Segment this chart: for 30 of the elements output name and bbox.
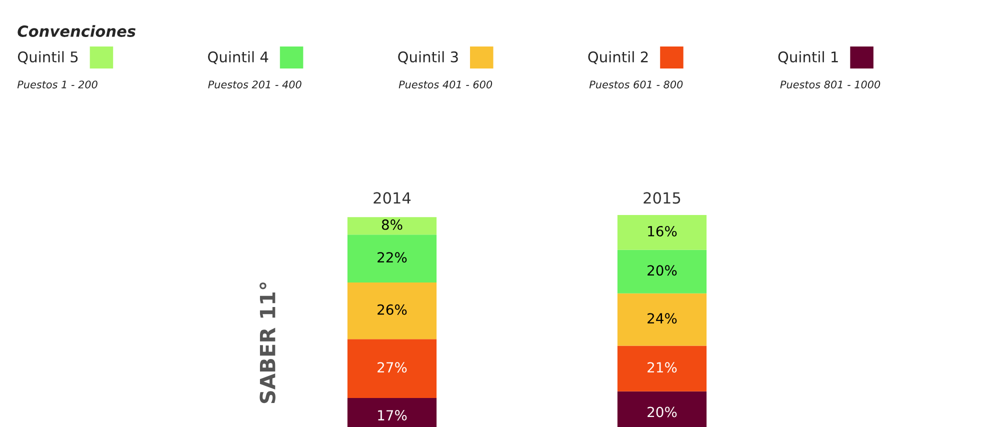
bar <box>347 217 437 235</box>
bar <box>347 234 437 283</box>
text: Puestos 201 - 400 <box>208 80 302 88</box>
data-label: 22% <box>378 252 407 263</box>
data-label: 26% <box>378 304 407 315</box>
legend-title: Convenciones <box>18 25 136 37</box>
data-label: 17% <box>378 410 407 421</box>
data-label: 21% <box>648 362 677 373</box>
legend-label: Quintil 4 <box>208 51 268 64</box>
data-label: 20% <box>648 265 677 276</box>
y-axis-title: SABER 11° <box>260 282 276 404</box>
x-tick-label: 2014 <box>374 192 411 204</box>
data-label: 24% <box>648 313 677 324</box>
bar <box>617 250 707 294</box>
legend-label: Quintil 2 <box>588 51 648 64</box>
legend-label: Quintil 1 <box>778 51 838 64</box>
legend-label: Quintil 5 <box>18 51 78 64</box>
legend-label: Quintil 3 <box>398 51 458 64</box>
data-label: 8% <box>382 219 402 230</box>
bar <box>617 293 707 346</box>
data-label: 27% <box>378 362 407 373</box>
text: Puestos 1 - 200 <box>17 80 98 88</box>
x-tick-label: 2015 <box>644 192 680 204</box>
text: Puestos 801 - 1000 <box>780 80 880 88</box>
data-label: 20% <box>648 406 677 418</box>
bar <box>347 282 437 340</box>
text: Puestos 401 - 600 <box>398 80 492 88</box>
data-label: 16% <box>648 226 677 236</box>
text: Puestos 601 - 800 <box>589 80 683 88</box>
bar <box>617 215 707 250</box>
